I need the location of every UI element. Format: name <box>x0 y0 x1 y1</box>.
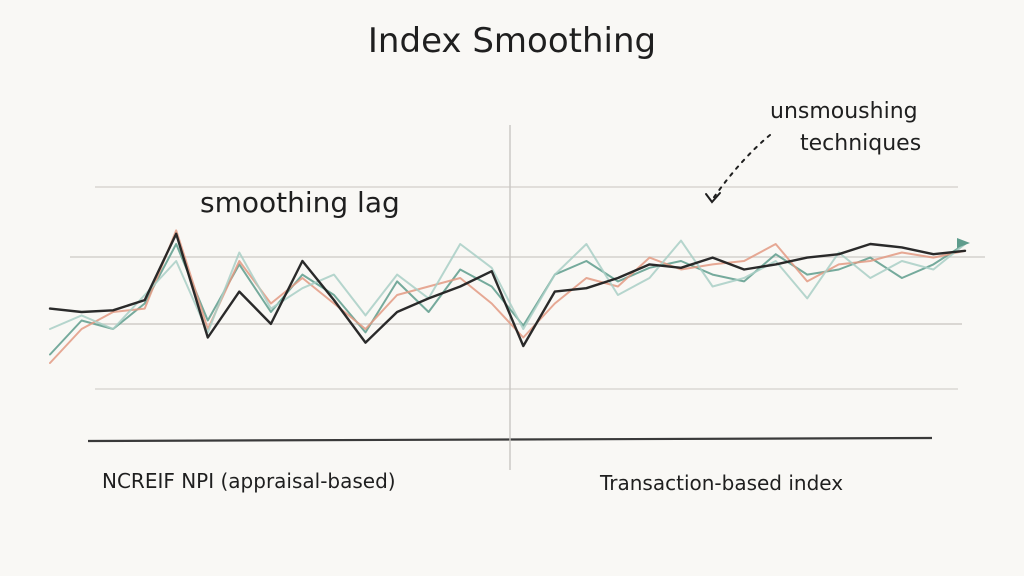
right-region-label: Transaction-based index <box>599 471 843 495</box>
series-arrowhead <box>957 238 970 248</box>
series-line-3 <box>49 229 966 364</box>
smoothing-lag-label: smoothing lag <box>200 186 400 219</box>
chart-title: Index Smoothing <box>368 21 656 61</box>
series-line-1 <box>48 232 967 348</box>
gridlines <box>70 125 985 470</box>
left-region-label: NCREIF NPI (appraisal-based) <box>102 469 396 493</box>
annotation-arrow <box>711 134 771 201</box>
series-layer <box>48 229 967 364</box>
annotation-arrowhead <box>705 192 721 204</box>
unsmoothing-label-line1: unsmoushing <box>770 99 918 124</box>
unsmoothing-label-line2: techniques <box>800 131 921 156</box>
